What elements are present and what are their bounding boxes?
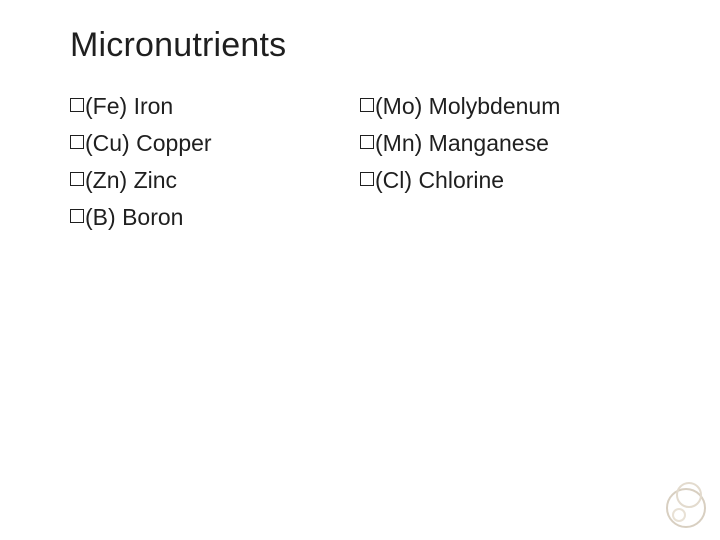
- list-item-label: (Fe) Iron: [85, 91, 173, 122]
- list-item: (Mo) Molybdenum: [360, 91, 660, 122]
- deco-ring-icon: [672, 508, 686, 522]
- list-item: (Cl) Chlorine: [360, 165, 660, 196]
- list-item: (Fe) Iron: [70, 91, 360, 122]
- list-item: (Cu) Copper: [70, 128, 360, 159]
- bullet-icon: [360, 135, 374, 149]
- slide-title: Micronutrients: [70, 26, 650, 65]
- list-item: (B) Boron: [70, 202, 360, 233]
- list-item: (Mn) Manganese: [360, 128, 660, 159]
- bullet-icon: [70, 172, 84, 186]
- bullet-icon: [360, 172, 374, 186]
- content-columns: (Fe) Iron (Cu) Copper (Zn) Zinc (B) Boro…: [70, 91, 650, 239]
- slide: Micronutrients (Fe) Iron (Cu) Copper (Zn…: [0, 0, 720, 540]
- column-left: (Fe) Iron (Cu) Copper (Zn) Zinc (B) Boro…: [70, 91, 360, 239]
- deco-ring-icon: [676, 482, 702, 508]
- bullet-icon: [70, 98, 84, 112]
- bullet-icon: [360, 98, 374, 112]
- list-item-label: (Cl) Chlorine: [375, 165, 504, 196]
- corner-decoration: [666, 488, 706, 528]
- list-item-label: (Cu) Copper: [85, 128, 212, 159]
- list-item-label: (B) Boron: [85, 202, 183, 233]
- list-item-label: (Mo) Molybdenum: [375, 91, 560, 122]
- list-item: (Zn) Zinc: [70, 165, 360, 196]
- list-item-label: (Zn) Zinc: [85, 165, 177, 196]
- list-item-label: (Mn) Manganese: [375, 128, 549, 159]
- bullet-icon: [70, 135, 84, 149]
- column-right: (Mo) Molybdenum (Mn) Manganese (Cl) Chlo…: [360, 91, 660, 239]
- bullet-icon: [70, 209, 84, 223]
